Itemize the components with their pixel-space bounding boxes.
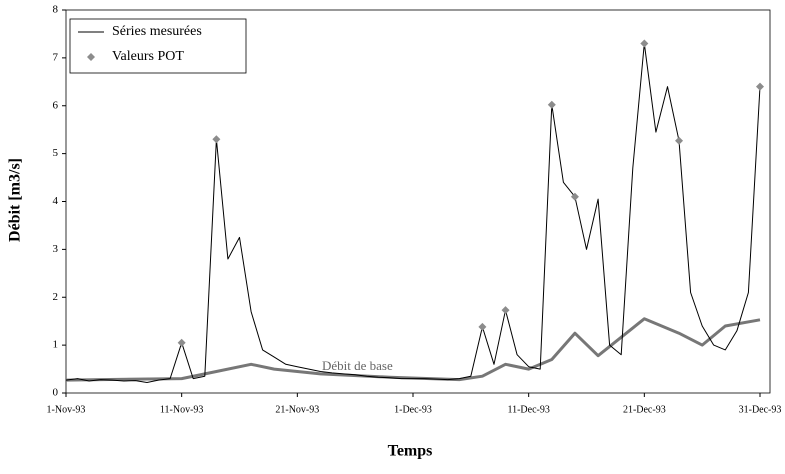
pot-point xyxy=(547,100,556,109)
x-tick-label: 11-Nov-93 xyxy=(160,404,204,415)
pot-point xyxy=(478,322,487,331)
base-flow-label: Débit de base xyxy=(322,358,393,373)
legend-box xyxy=(69,18,247,74)
y-tick-label: 5 xyxy=(53,147,59,159)
x-tick-label: 31-Dec-93 xyxy=(739,404,782,415)
pot-point xyxy=(501,306,510,315)
pot-point xyxy=(675,136,684,145)
legend-marker xyxy=(87,53,95,61)
y-tick-label: 6 xyxy=(53,99,59,111)
x-axis-label: Temps xyxy=(388,443,433,460)
x-tick-label: 11-Dec-93 xyxy=(507,404,549,415)
x-tick-label: 21-Dec-93 xyxy=(623,404,666,415)
pot-point xyxy=(212,135,221,144)
y-tick-label: 7 xyxy=(53,51,59,63)
y-tick-label: 4 xyxy=(53,195,59,207)
measured-line xyxy=(65,43,761,383)
pot-point xyxy=(756,82,764,91)
pot-point xyxy=(570,192,579,201)
pot-point xyxy=(177,338,186,347)
y-tick-label: 8 xyxy=(53,4,59,16)
base-flow-line xyxy=(65,317,761,382)
y-axis-label: Débit [m3/s] xyxy=(7,158,24,242)
y-tick-label: 1 xyxy=(53,339,59,351)
pot-point xyxy=(640,39,649,48)
y-tick-label: 2 xyxy=(53,291,59,303)
x-tick-label: 21-Nov-93 xyxy=(275,404,319,415)
y-tick-label: 0 xyxy=(53,387,59,399)
y-tick-label: 3 xyxy=(53,243,59,255)
legend-label: Séries mesurées xyxy=(112,24,202,39)
x-tick-label: 1-Dec-93 xyxy=(394,404,432,415)
legend-label: Valeurs POT xyxy=(112,49,184,64)
x-tick-label: 1-Nov-93 xyxy=(47,404,86,415)
